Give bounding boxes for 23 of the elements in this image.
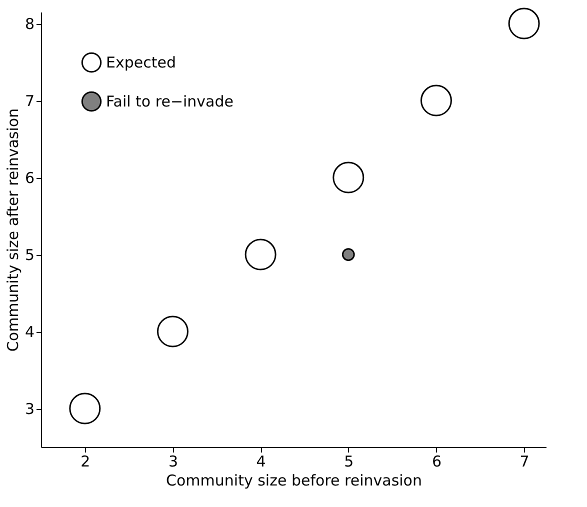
point <box>156 316 188 348</box>
y-tick-label: 3 <box>24 400 34 418</box>
x-tick-label: 4 <box>256 452 266 470</box>
legend-label: Expected <box>106 54 176 72</box>
point <box>244 238 276 270</box>
x-tick-label: 6 <box>432 452 442 470</box>
x-tick-label: 3 <box>168 452 178 470</box>
y-axis-title: Community size after reinvasion <box>4 108 22 352</box>
y-tick-label: 5 <box>24 246 34 264</box>
point <box>420 84 452 116</box>
y-tick-label: 6 <box>24 169 34 188</box>
point <box>69 392 101 424</box>
point <box>342 248 355 261</box>
x-axis-title: Community size before reinvasion <box>166 472 422 490</box>
x-tick-label: 5 <box>344 452 354 470</box>
y-tick-label: 4 <box>24 323 34 342</box>
legend-label: Fail to re−invade <box>106 92 234 110</box>
point <box>508 8 540 40</box>
y-tick-label: 7 <box>24 92 34 110</box>
x-tick-label: 7 <box>520 452 530 470</box>
y-tick-label: 8 <box>24 15 34 34</box>
point <box>332 162 364 194</box>
x-tick-label: 2 <box>80 452 90 470</box>
